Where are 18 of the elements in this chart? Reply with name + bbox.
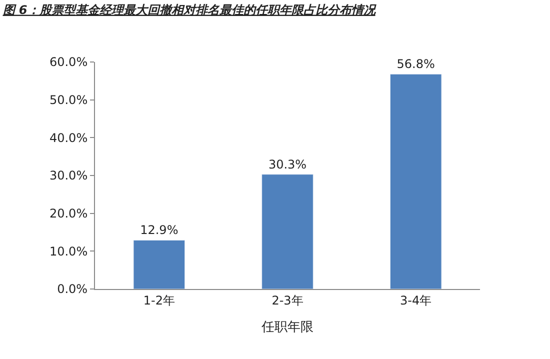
x-axis-title: 任职年限 [260, 320, 314, 335]
data-label: 12.9% [140, 223, 178, 238]
y-tick-label: 0.0% [57, 282, 88, 296]
y-tick-label: 60.0% [49, 55, 88, 70]
x-tick-label: 2-3年 [272, 293, 304, 308]
y-tick-label: 10.0% [49, 244, 88, 258]
x-tick-label: 3-4年 [400, 293, 432, 308]
bar [133, 240, 186, 289]
y-tick-label: 20.0% [49, 206, 88, 221]
y-tick-label: 50.0% [49, 93, 88, 108]
y-tick-label: 40.0% [49, 130, 88, 145]
data-label: 30.3% [268, 157, 307, 172]
data-label: 56.8% [396, 57, 435, 72]
chart-title: 图 6：股票型基金经理最大回撤相对排名最佳的任职年限占比分布情况 [2, 2, 376, 17]
bar [262, 174, 314, 289]
bar [390, 74, 442, 289]
y-tick-label: 30.0% [49, 168, 88, 183]
x-tick-label: 1-2年 [143, 293, 175, 308]
